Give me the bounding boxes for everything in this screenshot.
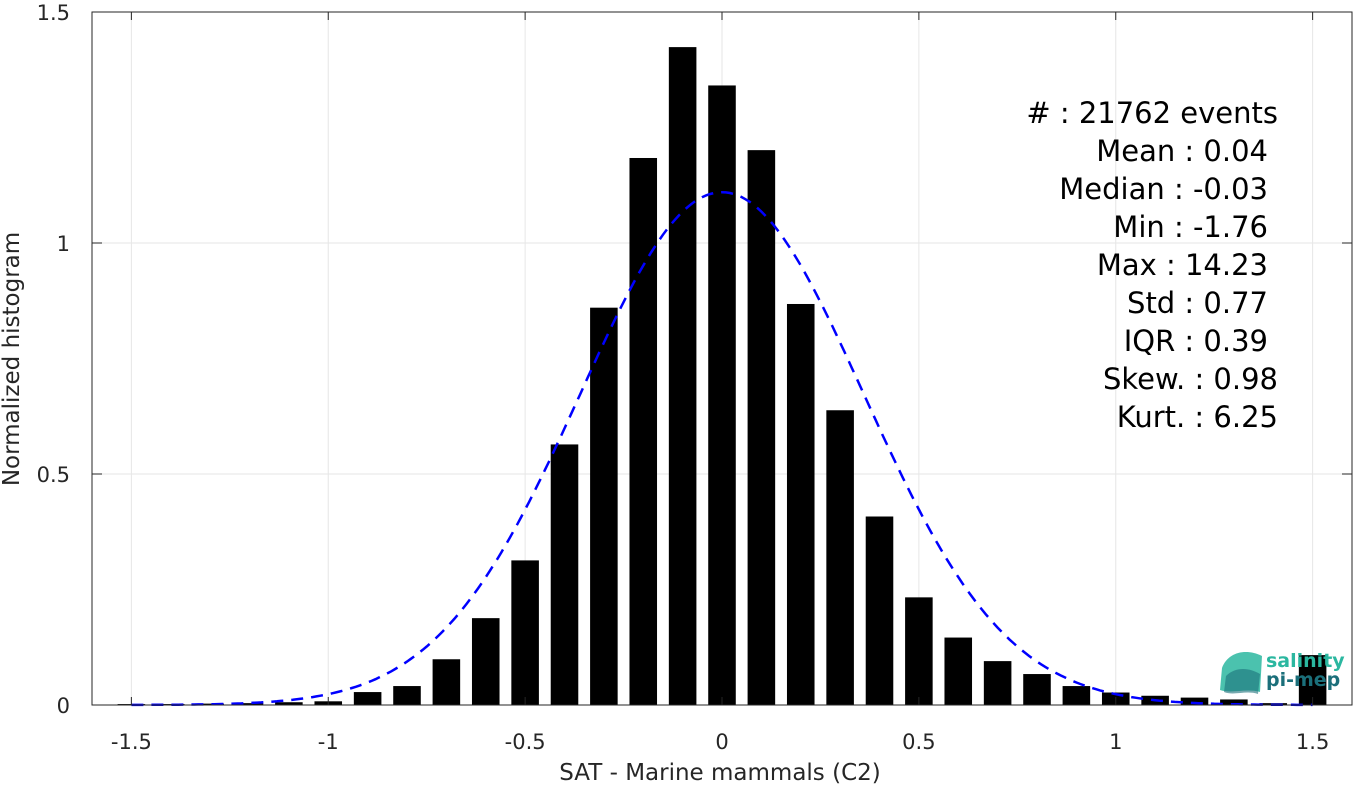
stats-line: IQR : 0.39: [1124, 324, 1268, 358]
salinity-pimep-logo: salinity pi-mep: [1220, 650, 1345, 694]
stats-line: Mean : 0.04: [1096, 134, 1268, 168]
stats-line: Skew. : 0.98: [1103, 362, 1278, 396]
stats-line: # : 21762 events: [1026, 96, 1278, 130]
stats-line: Min : -1.76: [1113, 210, 1268, 244]
y-axis-label: Normalized histogram: [0, 232, 25, 486]
logo-text-line1: salinity: [1266, 650, 1345, 672]
x-tick-label: 1: [1109, 730, 1122, 754]
y-tick-label: 0.5: [37, 463, 70, 487]
stats-panel: # : 21762 events Mean : 0.04 Median : -0.0…: [1026, 96, 1278, 434]
histogram-bar: [1062, 686, 1091, 705]
histogram-bar: [511, 560, 539, 705]
x-tick-label: 0.5: [902, 730, 935, 754]
histogram-bar: [708, 85, 736, 705]
x-tick-label: -0.5: [505, 730, 546, 754]
logo-wave-icon-dark: [1224, 669, 1260, 694]
histogram-bar: [235, 703, 264, 705]
histogram-bar: [590, 307, 618, 705]
histogram-bar: [275, 702, 303, 705]
histogram-bar: [1023, 674, 1051, 705]
histogram-bar: [905, 597, 933, 705]
x-axis-label: SAT - Marine mammals (C2): [559, 760, 881, 785]
stats-line: Kurt. : 6.25: [1117, 400, 1278, 434]
histogram-bar: [1298, 655, 1327, 705]
stats-line: Median : -0.03: [1059, 172, 1268, 206]
histogram-bar: [747, 150, 776, 705]
histogram-bar: [432, 659, 461, 705]
histogram-bar: [668, 47, 697, 705]
x-tick-label: -1.5: [111, 730, 152, 754]
histogram-bar: [865, 516, 894, 705]
stats-line: Max : 14.23: [1097, 248, 1268, 282]
histogram-bar: [393, 686, 421, 705]
x-tick-label: -1: [318, 730, 339, 754]
histogram-bar: [983, 661, 1012, 705]
axis-ticks: -1.5 -1 -0.5 0 0.5 1 1.5 0 0.5 1 1.5: [37, 1, 1352, 754]
histogram-bar: [826, 410, 854, 705]
histogram-bars: [117, 47, 1327, 705]
stats-line: Std : 0.77: [1127, 286, 1268, 320]
histogram-bar: [196, 703, 224, 705]
logo-text-line2: pi-mep: [1266, 669, 1340, 691]
histogram-bar: [550, 444, 579, 705]
y-tick-label: 0: [57, 694, 70, 718]
y-tick-label: 1: [57, 232, 70, 256]
histogram-bar: [1220, 699, 1248, 705]
x-tick-label: 1.5: [1296, 730, 1329, 754]
y-tick-label: 1.5: [37, 1, 70, 25]
histogram-bar: [353, 692, 382, 705]
x-tick-label: 0: [715, 730, 728, 754]
histogram-bar: [786, 303, 815, 705]
histogram-bar: [944, 637, 973, 705]
histogram-bar: [471, 618, 500, 705]
histogram-bar: [1180, 697, 1209, 705]
histogram-bar: [629, 157, 658, 705]
normal-fit-curve: [131, 190, 1313, 707]
